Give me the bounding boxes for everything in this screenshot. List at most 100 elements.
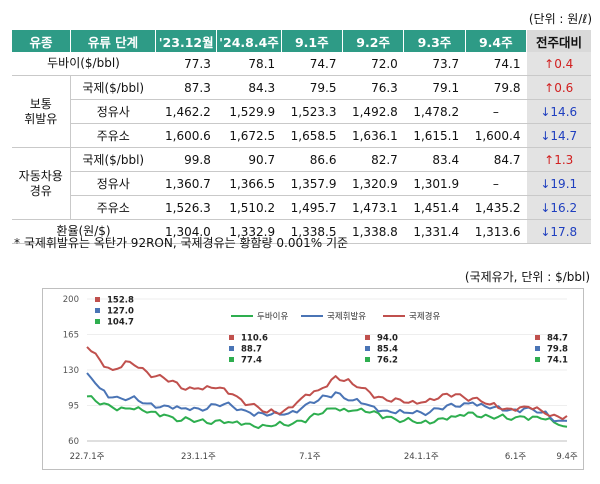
- stage-label: 정유사: [70, 99, 156, 124]
- row-label: 두바이($/bbl): [11, 52, 156, 76]
- table-row: 정유사 1,462.2 1,529.9 1,523.3 1,492.8 1,47…: [12, 99, 591, 124]
- data-label-marker: [229, 357, 234, 362]
- change-cell: ↓19.1: [526, 171, 591, 196]
- data-label-marker: [535, 346, 540, 351]
- table-row: 주유소 1,526.3 1,510.2 1,495.7 1,473.1 1,45…: [12, 195, 591, 220]
- stage-label: 정유사: [70, 171, 156, 196]
- cell: 1,495.7: [281, 195, 343, 220]
- cell: 1,360.7: [155, 171, 217, 196]
- data-label-marker: [365, 346, 370, 351]
- cell: 74.1: [465, 52, 527, 76]
- change-cell: ↓14.6: [526, 99, 591, 124]
- cell: 1,435.2: [465, 195, 527, 220]
- cell: 1,332.9: [216, 219, 282, 244]
- footnote: * 국제휘발유는 옥탄가 92RON, 국제경유는 황함량 0.001% 기준: [14, 236, 349, 250]
- data-label-marker: [229, 335, 234, 340]
- cell: 84.7: [465, 147, 527, 172]
- cell: 1,320.9: [342, 171, 404, 196]
- cell: 78.1: [216, 52, 282, 76]
- cell: 1,600.4: [465, 123, 527, 148]
- data-label: 88.7: [241, 345, 262, 355]
- cell: 1,313.6: [465, 219, 527, 244]
- y-tick-label: 60: [68, 437, 79, 447]
- table-row: 두바이($/bbl) 77.3 78.1 74.7 72.0 73.7 74.1…: [11, 52, 591, 76]
- cell: 1,615.1: [403, 123, 466, 148]
- cell: 1,510.2: [216, 195, 282, 220]
- chart-unit: (국제유가, 단위 : $/bbl): [464, 270, 590, 284]
- cell: 72.0: [342, 52, 404, 76]
- chart-svg: 60 95 130 165 200 22.7.1주 23.1.1주 7.1주 24.1.1주 6.…: [63, 295, 578, 462]
- y-tick-label: 95: [68, 402, 79, 412]
- cell: 79.8: [465, 75, 527, 100]
- table-row: 자동차용 경유 국제($/bbl) 99.8 90.7 86.6 82.7 83…: [11, 147, 591, 220]
- col-header: '23.12월: [154, 30, 217, 52]
- col-header-change: 전주대비: [526, 30, 591, 52]
- col-header: 유류 단계: [70, 30, 156, 52]
- change-cell: ↑0.6: [526, 75, 591, 100]
- price-table: 유종 유류 단계 '23.12월 '24.8.4주 9.1주 9.2주 9.3주…: [11, 30, 591, 244]
- cell: 83.4: [403, 147, 466, 172]
- data-label-marker: [95, 319, 100, 324]
- cell: 1,366.5: [216, 171, 282, 196]
- oil-price-chart: 60 95 130 165 200 22.7.1주 23.1.1주 7.1주 24.1.1주 6.…: [42, 288, 584, 470]
- cell: 1,600.6: [155, 123, 217, 148]
- col-header: '24.8.4주: [216, 30, 282, 52]
- data-label: 76.2: [377, 356, 398, 366]
- cell: 79.1: [403, 75, 466, 100]
- cell: 90.7: [216, 147, 282, 172]
- cell: 79.5: [281, 75, 343, 100]
- series-line: [86, 346, 568, 421]
- cell: 82.7: [342, 147, 404, 172]
- cell: –: [465, 171, 527, 196]
- table-row: 보통 휘발유 국제($/bbl) 87.3 84.3 79.5 76.3 79.…: [11, 75, 591, 148]
- data-label: 77.4: [241, 356, 262, 366]
- cell: –: [465, 99, 527, 124]
- cell: 1,331.4: [403, 219, 466, 244]
- cell: 1,473.1: [342, 195, 404, 220]
- data-label-marker: [535, 335, 540, 340]
- x-tick-label: 22.7.1주: [70, 452, 105, 462]
- data-label-marker: [365, 335, 370, 340]
- cell: 1,529.9: [216, 99, 282, 124]
- change-cell: ↓17.8: [526, 219, 591, 244]
- cell: 87.3: [155, 75, 217, 100]
- y-tick-label: 130: [63, 366, 79, 376]
- arrow-up-icon: ↑: [544, 152, 555, 167]
- cell: 1,658.5: [281, 123, 343, 148]
- data-label: 85.4: [377, 345, 398, 355]
- arrow-down-icon: ↓: [540, 104, 551, 119]
- cell: 1,338.8: [342, 219, 404, 244]
- col-header: 9.1주: [280, 30, 343, 52]
- arrow-down-icon: ↓: [540, 200, 551, 215]
- data-label: 104.7: [107, 318, 134, 328]
- stage-label: 주유소: [70, 195, 156, 220]
- col-header: 9.2주: [341, 30, 404, 52]
- change-cell: ↑1.3: [526, 147, 591, 172]
- cell: 1,304.0: [155, 219, 217, 244]
- arrow-up-icon: ↑: [544, 56, 555, 71]
- data-label: 127.0: [107, 307, 134, 317]
- stage-label: 주유소: [70, 123, 156, 148]
- data-label: 152.8: [107, 296, 134, 306]
- col-header: 9.3주: [403, 30, 466, 52]
- y-tick-label: 165: [63, 331, 79, 341]
- cell: 1,338.5: [281, 219, 343, 244]
- x-tick-label: 9.4주: [556, 452, 578, 462]
- table-row: 환율(원/$) 1,304.0 1,332.9 1,338.5 1,338.8 …: [11, 219, 591, 244]
- x-tick-label: 23.1.1주: [181, 452, 216, 462]
- cell: 84.3: [216, 75, 282, 100]
- row-label: 환율(원/$): [11, 219, 156, 244]
- series-line: [86, 395, 568, 430]
- change-cell: ↓14.7: [526, 123, 591, 148]
- legend-label: 국제휘발유: [327, 311, 366, 322]
- change-cell: ↑0.4: [526, 52, 591, 76]
- data-label: 110.6: [241, 334, 268, 344]
- cell: 1,451.4: [403, 195, 466, 220]
- header-row: 유종 유류 단계 '23.12월 '24.8.4주 9.1주 9.2주 9.3주…: [11, 30, 591, 52]
- cell: 77.3: [155, 52, 217, 76]
- change-cell: ↓16.2: [526, 195, 591, 220]
- cell: 1,301.9: [403, 171, 466, 196]
- data-label: 79.8: [547, 345, 568, 355]
- cell: 99.8: [155, 147, 217, 172]
- data-label-marker: [95, 297, 100, 302]
